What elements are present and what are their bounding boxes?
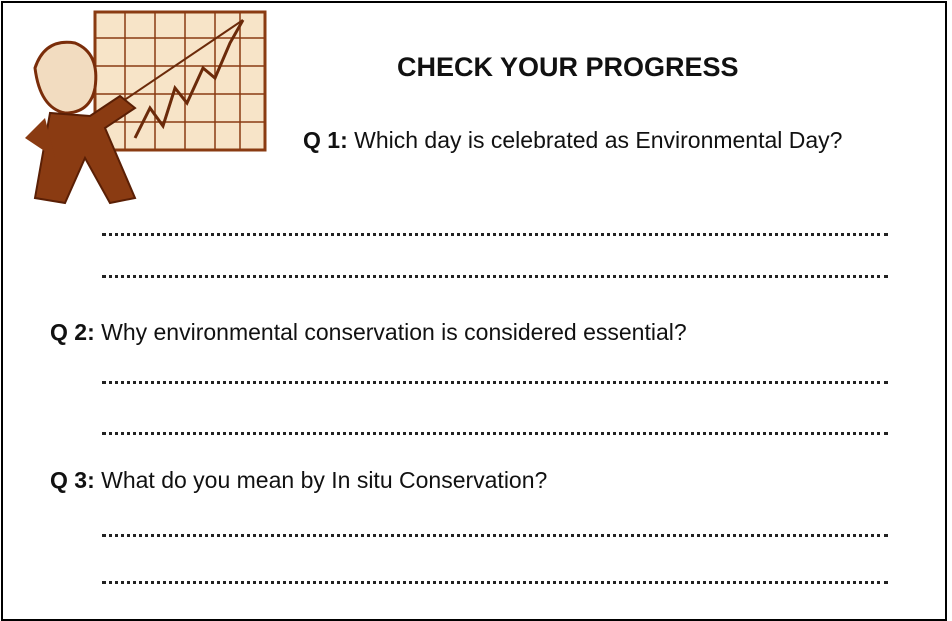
question-text: Which day is celebrated as Environmental… — [354, 127, 842, 153]
question-label: Q 3: — [50, 467, 95, 493]
question: Q 1: Which day is celebrated as Environm… — [303, 120, 903, 161]
question: Q 3: What do you mean by In situ Conserv… — [50, 460, 547, 501]
illustration — [15, 8, 275, 208]
answer-line — [102, 233, 888, 236]
question: Q 2: Why environmental conservation is c… — [50, 312, 687, 353]
answer-line — [102, 381, 888, 384]
answer-line — [102, 275, 888, 278]
answer-line — [102, 581, 888, 584]
answer-line — [102, 534, 888, 537]
answer-line — [102, 432, 888, 435]
question-text: Why environmental conservation is consid… — [101, 319, 687, 345]
question-text: What do you mean by In situ Conservation… — [101, 467, 547, 493]
question-label: Q 2: — [50, 319, 95, 345]
title: CHECK YOUR PROGRESS — [397, 52, 739, 83]
question-label: Q 1: — [303, 127, 348, 153]
